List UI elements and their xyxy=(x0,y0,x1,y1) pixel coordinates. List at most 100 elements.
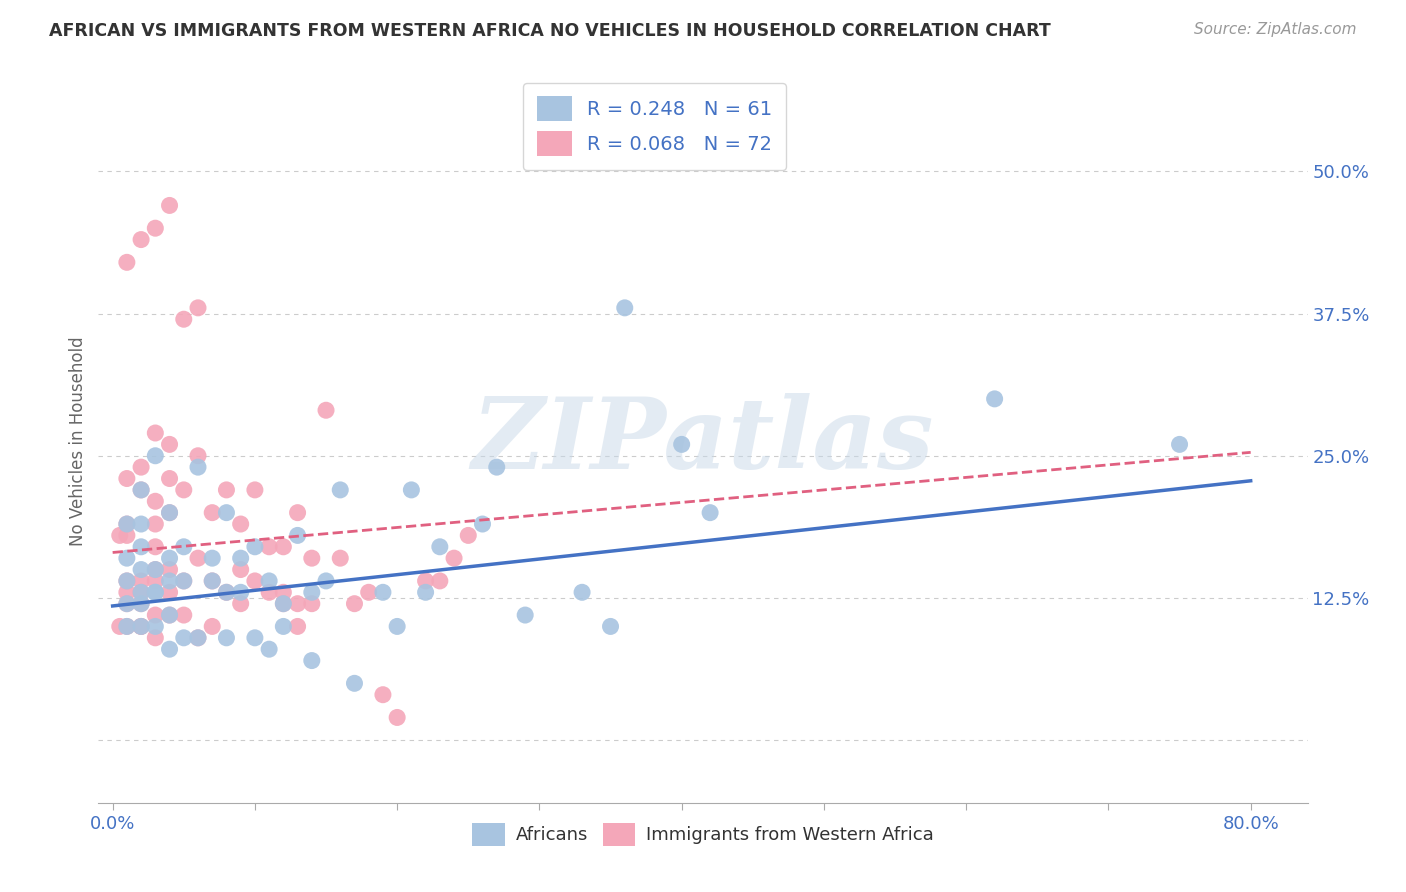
Point xyxy=(115,574,138,588)
Point xyxy=(143,540,166,554)
Point xyxy=(129,597,152,611)
Point xyxy=(983,392,1005,406)
Point xyxy=(187,631,209,645)
Point xyxy=(143,494,166,508)
Point xyxy=(143,631,166,645)
Point xyxy=(115,516,138,531)
Point xyxy=(329,483,352,497)
Point xyxy=(143,563,166,577)
Point xyxy=(301,597,323,611)
Point xyxy=(201,506,224,520)
Point xyxy=(173,312,195,326)
Point xyxy=(201,574,224,588)
Point xyxy=(115,619,138,633)
Point xyxy=(143,585,166,599)
Point xyxy=(215,585,238,599)
Point xyxy=(129,574,152,588)
Point xyxy=(343,676,366,690)
Point xyxy=(129,563,152,577)
Legend: Africans, Immigrants from Western Africa: Africans, Immigrants from Western Africa xyxy=(464,814,942,855)
Point xyxy=(243,540,266,554)
Point xyxy=(485,460,508,475)
Point xyxy=(257,574,280,588)
Point xyxy=(159,574,181,588)
Point xyxy=(159,642,181,657)
Point xyxy=(108,619,131,633)
Point xyxy=(129,460,152,475)
Point xyxy=(159,437,181,451)
Point xyxy=(115,551,138,566)
Point xyxy=(159,506,181,520)
Point xyxy=(159,471,181,485)
Point xyxy=(273,540,295,554)
Point xyxy=(243,631,266,645)
Point xyxy=(215,483,238,497)
Point xyxy=(229,516,252,531)
Point xyxy=(385,619,408,633)
Point xyxy=(115,528,138,542)
Point xyxy=(187,551,209,566)
Point xyxy=(671,437,693,451)
Point xyxy=(273,585,295,599)
Point xyxy=(143,449,166,463)
Point xyxy=(143,585,166,599)
Point xyxy=(129,540,152,554)
Point xyxy=(229,551,252,566)
Point xyxy=(429,574,451,588)
Point xyxy=(257,642,280,657)
Point xyxy=(273,597,295,611)
Text: AFRICAN VS IMMIGRANTS FROM WESTERN AFRICA NO VEHICLES IN HOUSEHOLD CORRELATION C: AFRICAN VS IMMIGRANTS FROM WESTERN AFRIC… xyxy=(49,22,1050,40)
Point xyxy=(159,608,181,623)
Point xyxy=(371,585,394,599)
Point xyxy=(257,540,280,554)
Point xyxy=(329,551,352,566)
Point xyxy=(301,585,323,599)
Point xyxy=(371,688,394,702)
Point xyxy=(443,551,465,566)
Point xyxy=(287,528,309,542)
Point xyxy=(159,506,181,520)
Point xyxy=(357,585,380,599)
Point xyxy=(429,540,451,554)
Point xyxy=(129,619,152,633)
Point xyxy=(243,483,266,497)
Point xyxy=(129,483,152,497)
Point xyxy=(457,528,479,542)
Text: Source: ZipAtlas.com: Source: ZipAtlas.com xyxy=(1194,22,1357,37)
Point xyxy=(129,619,152,633)
Point xyxy=(129,619,152,633)
Text: ZIPatlas: ZIPatlas xyxy=(472,393,934,490)
Point xyxy=(115,597,138,611)
Point xyxy=(215,631,238,645)
Point xyxy=(159,585,181,599)
Point xyxy=(471,516,494,531)
Point xyxy=(229,563,252,577)
Point xyxy=(599,619,621,633)
Point xyxy=(159,198,181,212)
Point xyxy=(1168,437,1191,451)
Point xyxy=(115,619,138,633)
Point xyxy=(129,516,152,531)
Y-axis label: No Vehicles in Household: No Vehicles in Household xyxy=(69,336,87,547)
Point xyxy=(129,233,152,247)
Point xyxy=(187,631,209,645)
Point xyxy=(143,516,166,531)
Point xyxy=(415,585,437,599)
Point xyxy=(159,608,181,623)
Point xyxy=(173,483,195,497)
Point xyxy=(173,574,195,588)
Point xyxy=(273,597,295,611)
Point xyxy=(287,597,309,611)
Point xyxy=(129,585,152,599)
Point xyxy=(243,574,266,588)
Point xyxy=(215,506,238,520)
Point xyxy=(315,403,337,417)
Point xyxy=(143,425,166,440)
Point xyxy=(187,301,209,315)
Point xyxy=(343,597,366,611)
Point xyxy=(173,631,195,645)
Point xyxy=(257,585,280,599)
Point xyxy=(301,551,323,566)
Point xyxy=(143,574,166,588)
Point xyxy=(143,619,166,633)
